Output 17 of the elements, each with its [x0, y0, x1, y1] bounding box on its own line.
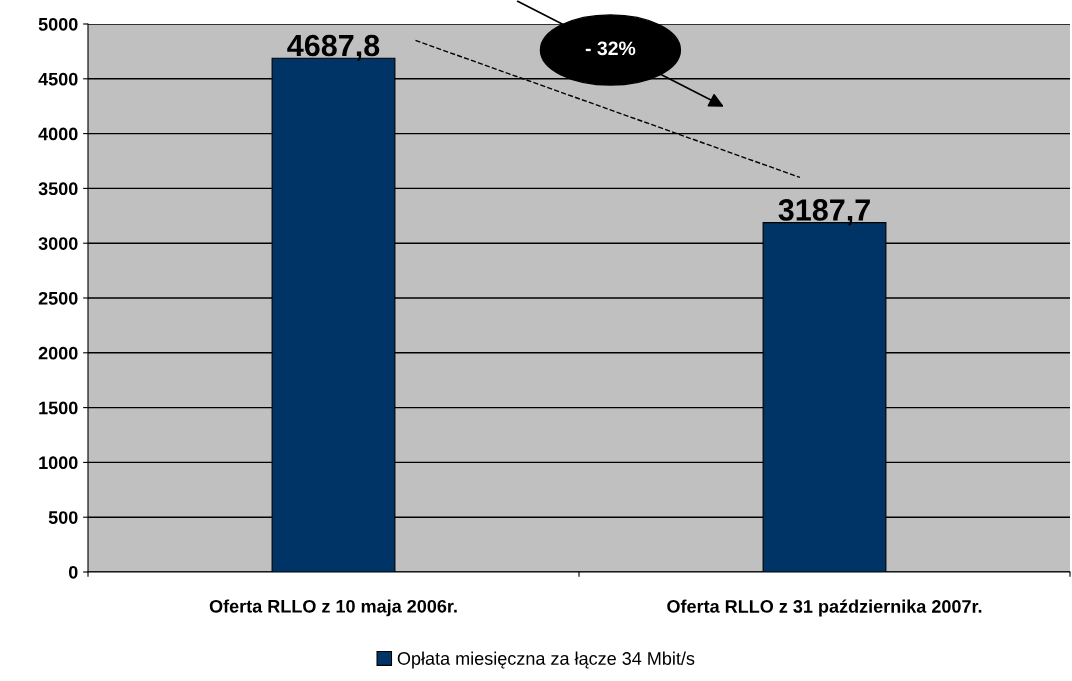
y-tick-label: 4500 [38, 72, 78, 86]
x-tick-label: Oferta RLLO z 10 maja 2006r. [209, 599, 457, 617]
y-tick-label: 3000 [38, 237, 78, 250]
y-tick-label: 2000 [38, 346, 78, 360]
y-tick-label: 3500 [38, 182, 78, 196]
y-tick-label: 0 [68, 565, 78, 579]
data-label: 4687,8 [287, 34, 380, 61]
y-tick-label: 1500 [39, 401, 78, 415]
data-label: 3187,7 [778, 199, 870, 226]
y-tick-label: 500 [48, 511, 78, 524]
y-tick-label: 5000 [38, 17, 78, 31]
y-tick-label: 1000 [39, 456, 78, 470]
x-tick-label: Oferta RLLO z 31 października 2007r. [667, 599, 982, 617]
y-tick-label: 4000 [38, 127, 78, 141]
annotation: - 32% [585, 41, 636, 56]
y-tick-label: 2500 [38, 291, 78, 305]
legend-label: Opłata miesięczna za łącze 34 Mbit/s [397, 651, 695, 669]
